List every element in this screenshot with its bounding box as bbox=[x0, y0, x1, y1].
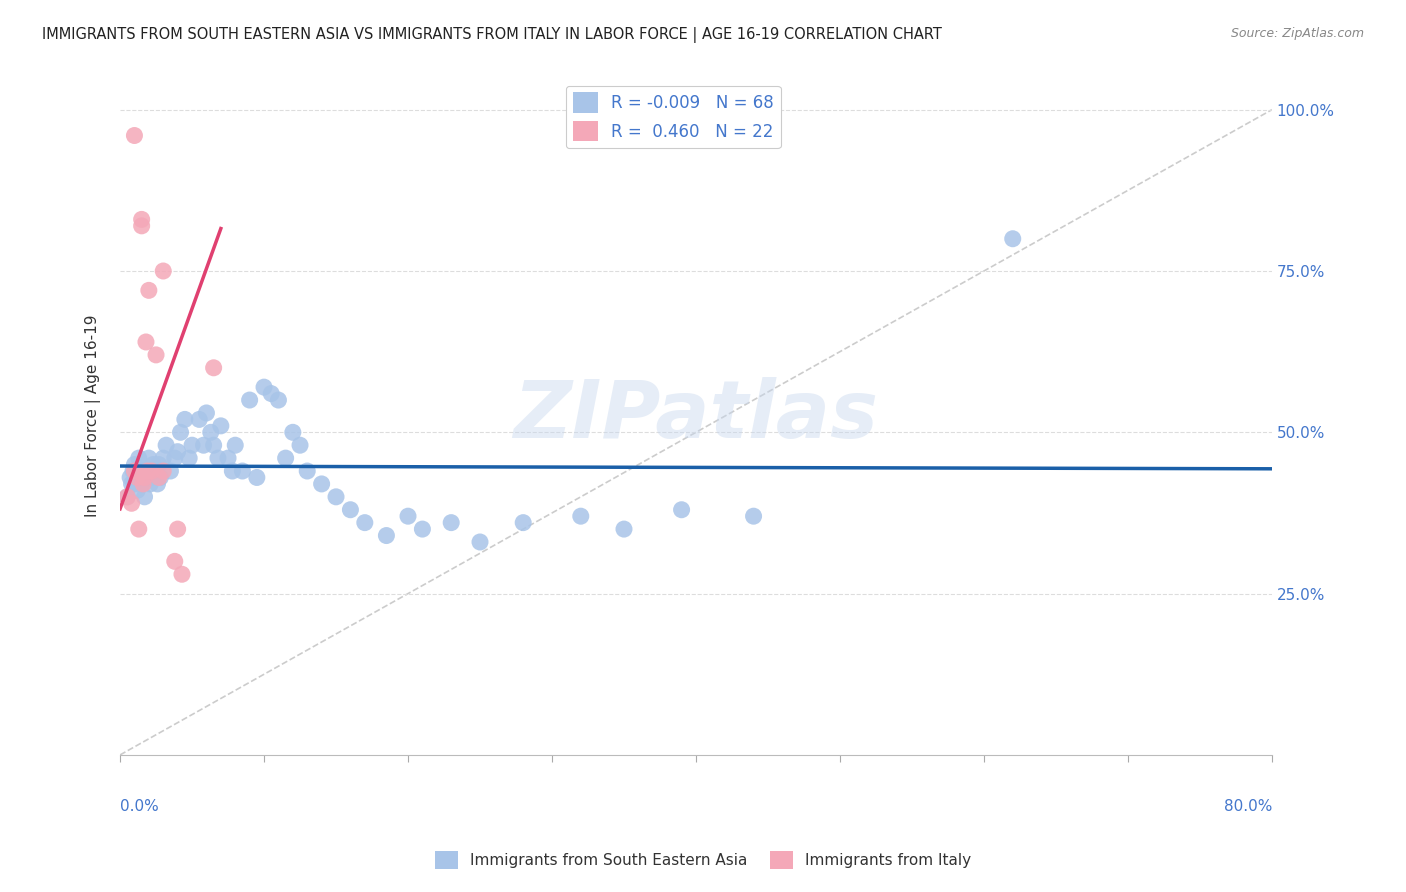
Point bbox=[671, 502, 693, 516]
Point bbox=[260, 386, 283, 401]
Point bbox=[193, 438, 215, 452]
Point bbox=[145, 348, 167, 362]
Point bbox=[128, 451, 150, 466]
Point bbox=[375, 528, 398, 542]
Point bbox=[148, 458, 170, 472]
Point bbox=[166, 522, 188, 536]
Point bbox=[127, 483, 149, 498]
Point bbox=[152, 464, 174, 478]
Point bbox=[200, 425, 222, 440]
Point bbox=[274, 451, 297, 466]
Point bbox=[146, 477, 169, 491]
Point bbox=[134, 490, 156, 504]
Point bbox=[131, 212, 153, 227]
Point bbox=[124, 458, 146, 472]
Point bbox=[132, 477, 155, 491]
Point bbox=[142, 458, 165, 472]
Legend: Immigrants from South Eastern Asia, Immigrants from Italy: Immigrants from South Eastern Asia, Immi… bbox=[429, 845, 977, 875]
Point bbox=[125, 470, 148, 484]
Point bbox=[1001, 232, 1024, 246]
Point bbox=[440, 516, 463, 530]
Text: IMMIGRANTS FROM SOUTH EASTERN ASIA VS IMMIGRANTS FROM ITALY IN LABOR FORCE | AGE: IMMIGRANTS FROM SOUTH EASTERN ASIA VS IM… bbox=[42, 27, 942, 43]
Point bbox=[131, 219, 153, 233]
Point bbox=[121, 477, 143, 491]
Point bbox=[613, 522, 636, 536]
Y-axis label: In Labor Force | Age 16-19: In Labor Force | Age 16-19 bbox=[86, 315, 101, 517]
Point bbox=[569, 509, 592, 524]
Text: 0.0%: 0.0% bbox=[120, 799, 159, 814]
Point bbox=[159, 464, 181, 478]
Text: 80.0%: 80.0% bbox=[1223, 799, 1272, 814]
Point bbox=[742, 509, 765, 524]
Point bbox=[127, 464, 149, 478]
Point bbox=[134, 470, 156, 484]
Point bbox=[141, 464, 163, 478]
Point bbox=[128, 522, 150, 536]
Point bbox=[288, 438, 311, 452]
Point bbox=[188, 412, 211, 426]
Point bbox=[120, 470, 142, 484]
Point bbox=[163, 554, 186, 568]
Point bbox=[127, 470, 149, 484]
Point bbox=[124, 464, 146, 478]
Point bbox=[135, 470, 157, 484]
Point bbox=[138, 451, 160, 466]
Point bbox=[141, 470, 163, 484]
Point bbox=[339, 502, 361, 516]
Point bbox=[131, 477, 153, 491]
Point bbox=[169, 425, 191, 440]
Point bbox=[353, 516, 375, 530]
Text: ZIPatlas: ZIPatlas bbox=[513, 377, 879, 455]
Point bbox=[148, 470, 170, 484]
Point bbox=[124, 128, 146, 143]
Point bbox=[139, 477, 162, 491]
Point bbox=[129, 470, 152, 484]
Point bbox=[209, 418, 232, 433]
Point bbox=[217, 451, 239, 466]
Point bbox=[121, 496, 143, 510]
Point bbox=[149, 470, 172, 484]
Point bbox=[163, 451, 186, 466]
Point bbox=[155, 438, 177, 452]
Point bbox=[253, 380, 276, 394]
Point bbox=[132, 464, 155, 478]
Point bbox=[135, 334, 157, 349]
Point bbox=[281, 425, 304, 440]
Point bbox=[231, 464, 253, 478]
Point bbox=[117, 490, 139, 504]
Point bbox=[202, 360, 225, 375]
Point bbox=[136, 464, 159, 478]
Point bbox=[246, 470, 269, 484]
Point bbox=[239, 392, 262, 407]
Point bbox=[202, 438, 225, 452]
Point bbox=[207, 451, 229, 466]
Point bbox=[512, 516, 534, 530]
Point bbox=[396, 509, 419, 524]
Point bbox=[166, 444, 188, 458]
Point bbox=[311, 477, 333, 491]
Point bbox=[267, 392, 290, 407]
Point bbox=[145, 464, 167, 478]
Point bbox=[221, 464, 243, 478]
Point bbox=[181, 438, 204, 452]
Point bbox=[468, 535, 491, 549]
Point bbox=[179, 451, 201, 466]
Point bbox=[117, 490, 139, 504]
Point bbox=[138, 284, 160, 298]
Point bbox=[173, 412, 195, 426]
Point bbox=[152, 264, 174, 278]
Point bbox=[411, 522, 433, 536]
Point bbox=[297, 464, 319, 478]
Point bbox=[195, 406, 218, 420]
Point bbox=[152, 451, 174, 466]
Legend: R = -0.009   N = 68, R =  0.460   N = 22: R = -0.009 N = 68, R = 0.460 N = 22 bbox=[567, 86, 780, 148]
Point bbox=[122, 464, 145, 478]
Point bbox=[325, 490, 347, 504]
Point bbox=[170, 567, 193, 582]
Point bbox=[124, 477, 146, 491]
Text: Source: ZipAtlas.com: Source: ZipAtlas.com bbox=[1230, 27, 1364, 40]
Point bbox=[224, 438, 246, 452]
Point bbox=[136, 464, 159, 478]
